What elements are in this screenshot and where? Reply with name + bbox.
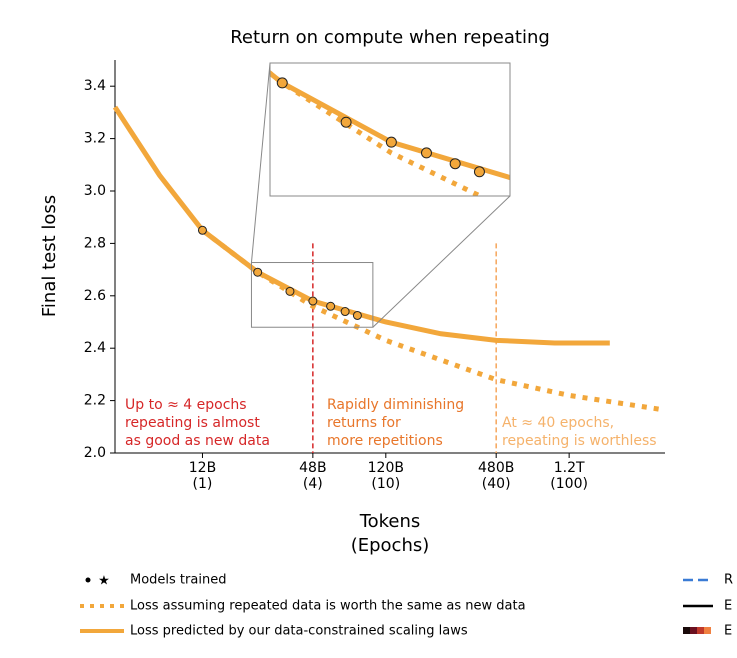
- legend-heat: [683, 627, 690, 634]
- legend-label: Models trained: [130, 573, 226, 588]
- y-tick-label: 2.8: [84, 235, 106, 251]
- line-solid: [270, 70, 510, 181]
- legend-heat: [697, 627, 704, 634]
- model-point: [420, 147, 432, 159]
- zoom-connector: [372, 195, 511, 328]
- inset-frame: [269, 62, 511, 197]
- annotation: as good as new data: [125, 433, 270, 449]
- y-axis-label: Final test loss: [39, 195, 60, 317]
- y-tick-label: 2.6: [84, 288, 106, 304]
- y-tick-label: 2.4: [84, 340, 106, 356]
- y-tick-label: 2.2: [84, 393, 106, 409]
- legend-star: ★: [98, 574, 110, 589]
- model-point: [168, 0, 178, 2]
- legend-label: E: [724, 624, 732, 639]
- y-tick-label: 3.2: [84, 131, 106, 147]
- model-point: [449, 158, 461, 170]
- legend-label: Loss predicted by our data-constrained s…: [130, 624, 468, 639]
- x-tick-sublabel: (4): [303, 476, 323, 492]
- model-point: [352, 310, 362, 320]
- x-tick-sublabel: (1): [193, 476, 213, 492]
- x-axis-label: (Epochs): [351, 535, 430, 556]
- legend-dot: [85, 577, 91, 583]
- inset-bg: [270, 63, 510, 196]
- model-point: [276, 77, 288, 89]
- legend-heat: [690, 627, 697, 634]
- model-point: [326, 301, 336, 311]
- annotation: Up to ≈ 4 epochs: [125, 397, 247, 413]
- y-tick-label: 3.4: [84, 78, 106, 94]
- x-tick-sublabel: (100): [550, 476, 588, 492]
- model-point: [308, 296, 318, 306]
- x-tick-label: 48B: [299, 460, 326, 476]
- legend-heat: [704, 627, 711, 634]
- model-point: [340, 307, 350, 317]
- model-point: [385, 136, 397, 148]
- line-dotted: [270, 70, 486, 196]
- legend-label: R: [724, 573, 733, 588]
- annotation: more repetitions: [327, 433, 443, 449]
- x-axis-label: Tokens: [359, 511, 421, 532]
- model-point: [197, 225, 207, 235]
- legend-label: Loss assuming repeated data is worth the…: [130, 599, 526, 614]
- line-dotted: [200, 228, 664, 413]
- x-tick-sublabel: (40): [482, 476, 511, 492]
- annotation: repeating is worthless: [502, 433, 657, 449]
- model-point: [340, 116, 352, 128]
- chart-title: Return on compute when repeating: [230, 27, 550, 48]
- annotation: At ≈ 40 epochs,: [502, 415, 614, 431]
- y-tick-label: 3.0: [84, 183, 106, 199]
- annotation: returns for: [327, 415, 401, 431]
- x-tick-sublabel: (10): [371, 476, 400, 492]
- inset: [168, 0, 510, 196]
- x-tick-label: 1.2T: [554, 460, 585, 476]
- y-tick-label: 2.0: [84, 445, 106, 461]
- zoom-connector: [250, 62, 271, 263]
- model-point: [285, 286, 295, 296]
- annotation: repeating is almost: [125, 415, 260, 431]
- zoom-box: [250, 262, 374, 328]
- x-tick-label: 120B: [368, 460, 404, 476]
- legend-label: E: [724, 599, 732, 614]
- x-tick-label: 12B: [189, 460, 216, 476]
- model-point: [253, 267, 263, 277]
- model-point: [473, 166, 485, 178]
- x-tick-label: 480B: [478, 460, 514, 476]
- annotation: Rapidly diminishing: [327, 397, 464, 413]
